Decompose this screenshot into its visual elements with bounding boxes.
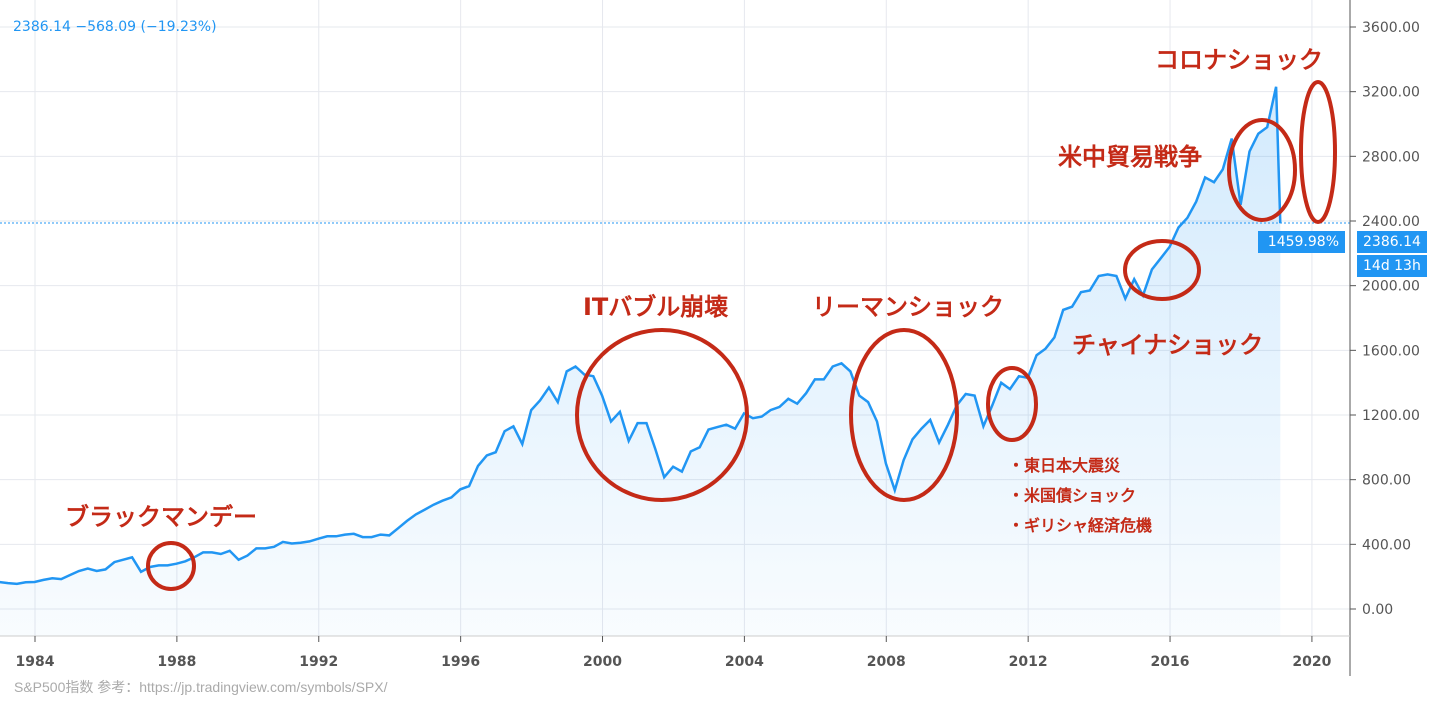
source-caption: S&P500指数 参考：https://jp.tradingview.com/s… [14, 679, 388, 695]
label-it-bubble: ITバブル崩壊 [583, 293, 729, 321]
price-legend: 2386.14 −568.09 (−19.23%) [13, 19, 217, 35]
y-tick-label: 400.00 [1362, 537, 1411, 553]
label-lehman: リーマンショック [812, 293, 1004, 321]
x-tick-label: 1988 [157, 654, 196, 670]
x-tick-label: 2020 [1292, 654, 1331, 670]
price-tag: 2386.14 [1357, 231, 1427, 253]
x-tick-label: 1992 [299, 654, 338, 670]
y-tick-label: 0.00 [1362, 602, 1393, 618]
x-tick-label: 1996 [441, 654, 480, 670]
x-tick-label: 1984 [16, 654, 55, 670]
countdown-tag: 14d 13h [1357, 255, 1427, 277]
y-tick-label: 800.00 [1362, 473, 1411, 489]
x-tick-label: 2000 [583, 654, 622, 670]
x-tick-label: 2016 [1151, 654, 1190, 670]
y-tick-label: 1200.00 [1362, 408, 1420, 424]
percent-tag: 1459.98% [1258, 231, 1345, 253]
y-tick-label: 3200.00 [1362, 85, 1420, 101]
black-monday-circle [146, 541, 196, 591]
bullet-greece: ・ギリシャ経済危機 [1008, 516, 1153, 535]
trade-war-circle [1227, 118, 1297, 222]
price-line [0, 86, 1282, 586]
y-tick-label: 2000.00 [1362, 279, 1420, 295]
x-tick-label: 2004 [725, 654, 764, 670]
y-tick-label: 3600.00 [1362, 20, 1420, 36]
lehman-circle [849, 328, 959, 502]
y-tick-label: 2800.00 [1362, 149, 1420, 165]
y-tick-label: 1600.00 [1362, 343, 1420, 359]
2011-circle [986, 366, 1038, 442]
label-black-monday: ブラックマンデー [65, 503, 257, 531]
label-trade-war: 米中貿易戦争 [1058, 143, 1202, 171]
bullet-earthquake: ・東日本大震災 [1008, 456, 1121, 475]
china-circle [1123, 239, 1201, 301]
label-corona: コロナショック [1155, 46, 1323, 74]
corona-circle [1299, 80, 1337, 224]
y-tick-label: 2400.00 [1362, 214, 1420, 230]
label-china: チャイナショック [1072, 331, 1264, 359]
price-area [0, 86, 1281, 636]
it-bubble-circle [575, 328, 749, 502]
x-tick-label: 2008 [867, 654, 906, 670]
bullet-us-bond: ・米国債ショック [1008, 486, 1137, 505]
x-tick-label: 2012 [1009, 654, 1048, 670]
